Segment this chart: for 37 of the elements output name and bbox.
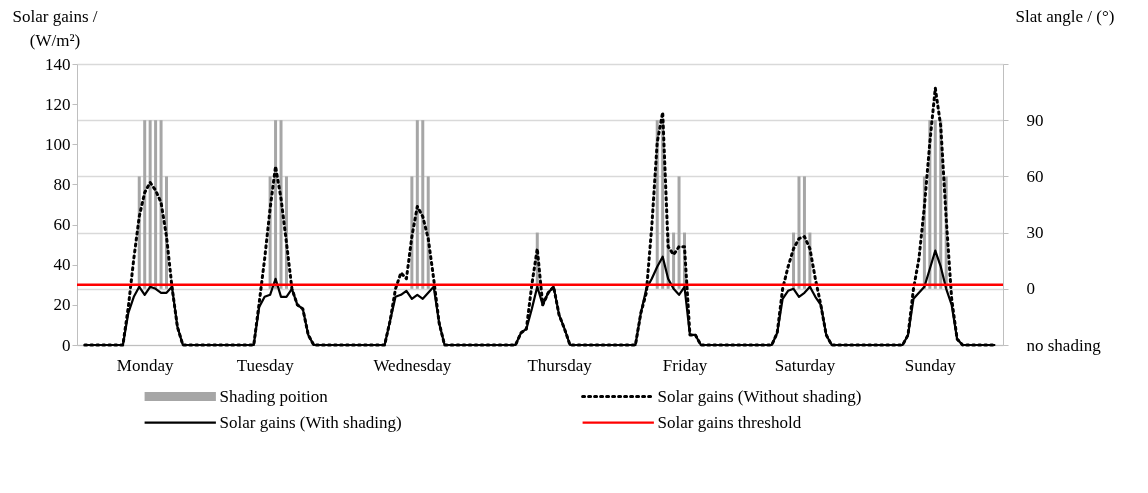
bar — [677, 176, 681, 289]
bar — [421, 120, 425, 289]
legend-label: Solar gains (With shading) — [219, 412, 402, 432]
y-tick-label: 140 — [45, 54, 71, 74]
x-tick-label: Monday — [116, 355, 175, 375]
x-tick-label: Friday — [662, 355, 708, 375]
y2-tick-label: no shading — [1026, 335, 1102, 355]
bar — [415, 120, 419, 289]
bar — [802, 176, 806, 289]
y-tick-label: 80 — [53, 174, 71, 194]
y2-tick-label: 60 — [1026, 166, 1044, 186]
x-tick-label: Tuesday — [236, 355, 295, 375]
x-tick-label: Sunday — [904, 355, 957, 375]
x-tick-label: Saturday — [774, 355, 836, 375]
y-tick-label: 100 — [45, 134, 71, 154]
y2-tick-label: 0 — [1026, 279, 1035, 299]
x-tick-label: Wednesday — [373, 355, 452, 375]
y-axis-title: Solar gains / (W/m²) — [12, 7, 98, 50]
y2-axis-title: Slat angle / (°) — [1015, 7, 1115, 26]
bar — [933, 120, 937, 289]
bar — [159, 120, 163, 289]
y-tick-label: 60 — [53, 215, 71, 235]
y-tick-label: 0 — [62, 335, 71, 355]
bar — [154, 120, 158, 289]
y2-tick-label: 90 — [1026, 110, 1044, 130]
y2-tick-label: 30 — [1026, 223, 1044, 243]
y-tick-label: 40 — [53, 255, 71, 275]
y-tick-label: 120 — [45, 94, 71, 114]
legend-label: Solar gains (Without shading) — [657, 386, 862, 406]
x-tick-label: Thursday — [527, 355, 593, 375]
bar — [797, 176, 801, 289]
legend-label: Solar gains threshold — [657, 412, 802, 432]
legend-label: Shading poition — [219, 386, 329, 406]
bar — [143, 120, 147, 289]
bar — [279, 120, 283, 289]
bar — [148, 120, 152, 289]
y-tick-label: 20 — [53, 295, 71, 315]
